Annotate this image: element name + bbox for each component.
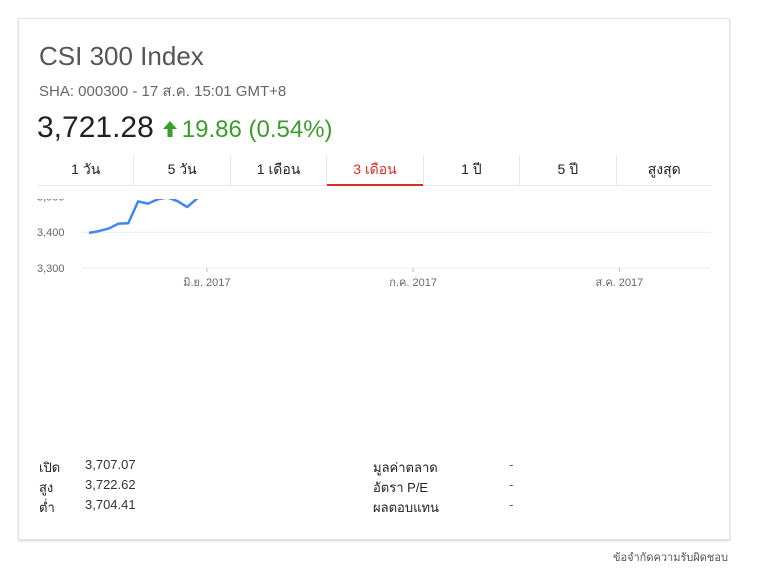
- x-tick-label: ส.ค. 2017: [596, 277, 644, 289]
- tab-6[interactable]: สูงสุด: [647, 161, 681, 177]
- stat-label: ผลตอบแทน: [373, 500, 439, 515]
- tab-3[interactable]: 3 เดือน: [327, 155, 424, 186]
- stock-subtitle: SHA: 000300 - 17 ส.ค. 15:01 GMT+8: [39, 83, 287, 100]
- stat-label: ต่ำ: [39, 500, 55, 515]
- stat-value: 3,704.41: [85, 497, 136, 512]
- range-tabs: 1 วัน 5 วัน 1 เดือน 3 เดือน 1 ปี 5 ปี สูงสุด: [38, 155, 712, 186]
- tab-0[interactable]: 1 วัน: [38, 155, 135, 185]
- disclaimer-link[interactable]: ข้อจำกัดความรับผิดชอบ: [612, 552, 728, 564]
- x-tick-label: มิ.ย. 2017: [183, 277, 230, 289]
- stock-card: CSI 300 Index SHA: 000300 - 17 ส.ค. 15:0…: [18, 18, 730, 540]
- stat-value: 3,722.62: [85, 477, 136, 492]
- tab-1[interactable]: 5 วัน: [134, 155, 231, 185]
- stat-label: สูง: [39, 480, 54, 495]
- y-tick-label: 3,400: [37, 227, 65, 239]
- y-tick-label: 3,300: [37, 263, 65, 275]
- x-tick-label: ก.ค. 2017: [389, 277, 437, 289]
- price-change-value: 19.86 (0.54%): [181, 116, 333, 143]
- price-row: 3,721.28 19.86 (0.54%): [37, 111, 333, 145]
- stat-label: เปิด: [39, 460, 61, 475]
- price-change: 19.86 (0.54%): [162, 116, 333, 144]
- tab-2[interactable]: 1 เดือน: [231, 155, 328, 185]
- stock-title: CSI 300 Index: [39, 41, 204, 71]
- stat-label: มูลค่าตลาด: [373, 460, 438, 475]
- stat-value: -: [509, 477, 514, 492]
- stat-value: 3,707.07: [85, 457, 136, 472]
- price-series-line: [88, 199, 199, 235]
- tab-5[interactable]: 5 ปี: [520, 155, 617, 185]
- arrow-up-icon: [162, 121, 177, 137]
- stat-value: -: [509, 497, 514, 512]
- y-tick-label: 3,500: [37, 199, 65, 203]
- stat-value: -: [509, 457, 514, 472]
- tab-4[interactable]: 1 ปี: [424, 155, 521, 185]
- stat-label: อัตรา P/E: [373, 480, 429, 495]
- current-price: 3,721.28: [37, 111, 154, 144]
